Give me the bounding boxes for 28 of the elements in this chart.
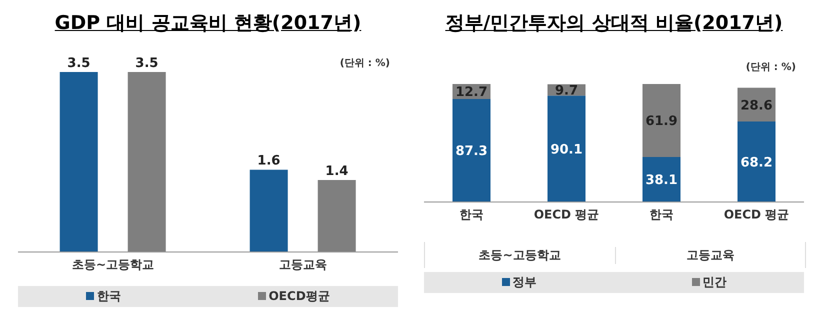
data-label: 87.3 (455, 144, 488, 160)
data-label: 90.1 (550, 142, 583, 158)
data-label: 38.1 (645, 173, 678, 188)
bar (452, 98, 490, 202)
bar (548, 96, 586, 202)
data-label: 61.9 (645, 114, 678, 130)
data-label: 9.7 (554, 84, 578, 99)
data-label: 1.6 (257, 154, 280, 169)
bar (738, 122, 776, 202)
x-tick-label: 한국 (650, 208, 674, 222)
data-label: 3.5 (135, 56, 158, 71)
chart-title: GDP 대비 공교육비 현황(2017년) (54, 11, 362, 36)
data-label: 28.6 (740, 98, 773, 114)
data-label: 3.5 (67, 56, 90, 71)
x-tick-label: OECD 평균 (534, 208, 600, 222)
data-label: 68.2 (740, 155, 773, 170)
legend-label: 한국 (96, 288, 122, 305)
data-label: 1.4 (325, 164, 348, 179)
legend-label: 정부 (512, 274, 536, 291)
legend-label: 민간 (702, 274, 726, 291)
text: (단위 : %) (746, 61, 796, 74)
text: (단위 : %) (340, 57, 390, 70)
x-tick-label: 한국 (460, 208, 484, 222)
data-label: 12.7 (455, 85, 488, 100)
x-tick-label: OECD 평균 (724, 208, 790, 222)
legend-label: OECD평균 (268, 288, 330, 305)
chart-title: 정부/민간투자의 상대적 비율(2017년) (444, 11, 784, 36)
bar (642, 84, 680, 158)
